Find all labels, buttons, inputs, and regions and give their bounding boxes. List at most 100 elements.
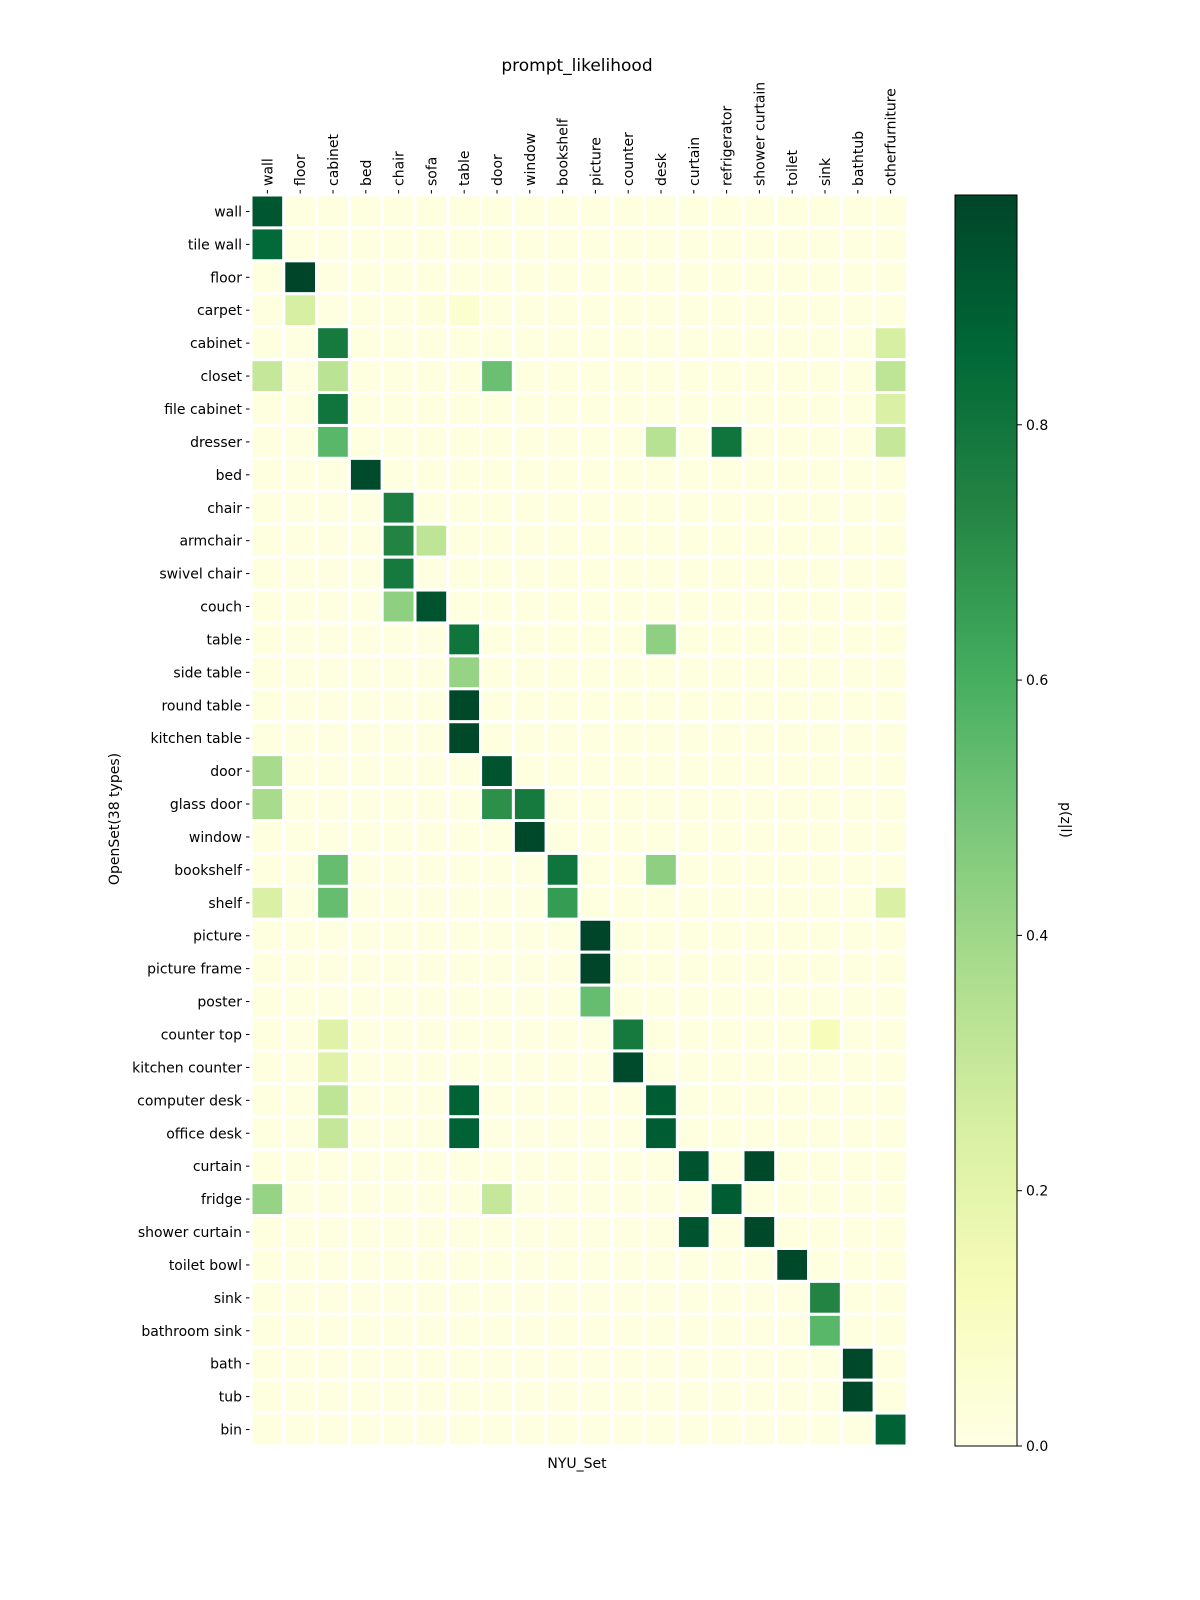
y-tick-label: chair [207,501,242,517]
heatmap-cell [315,687,351,724]
heatmap-cell [643,456,679,493]
heatmap-cell [315,423,351,460]
x-tick-labels: wall floor cabinet bed chair sofa table door win… [260,82,900,195]
heatmap-cell [511,917,548,954]
heatmap-cell [872,1411,909,1448]
heatmap-cell [708,786,745,822]
heatmap-cell [872,391,909,427]
heatmap-cell [544,226,581,263]
heatmap-cell [577,489,614,526]
y-tick-label: floor [210,270,242,286]
x-tick-label: refrigerator [720,105,736,186]
heatmap-cell [315,1246,351,1283]
y-tick-label: picture frame [147,962,242,978]
heatmap-cell [872,489,909,526]
heatmap-cell [347,687,384,724]
heatmap-cell [511,358,548,395]
heatmap-cell [446,1115,483,1152]
y-tick-label: tub [219,1390,242,1406]
heatmap-cell [511,193,548,230]
heatmap-cell [249,720,286,757]
heatmap-cell [675,1345,712,1382]
heatmap-cell [807,1345,843,1382]
heatmap-cell [249,1115,286,1152]
heatmap-cell [249,950,286,987]
heatmap-cell [479,259,515,296]
heatmap-cell [675,983,712,1020]
heatmap-cell [511,687,548,724]
heatmap-cell [380,786,417,822]
y-tick-label: fridge [201,1192,242,1208]
heatmap-cell [282,1115,319,1152]
heatmap-cell [479,621,515,658]
heatmap-cell [544,292,581,329]
heatmap-cell [380,1049,417,1086]
heatmap-cell [479,720,515,757]
heatmap-cell [249,1246,286,1283]
heatmap-cell [544,917,581,954]
heatmap-cell [380,720,417,757]
heatmap-cell [249,1148,286,1185]
heatmap-cell [610,588,647,625]
heatmap-cell [741,1181,778,1218]
heatmap-cell [544,1312,581,1349]
heatmap-cell [347,819,384,855]
heatmap-cell [446,1082,483,1119]
heatmap-cell [544,1411,581,1448]
heatmap-cell [249,753,286,790]
heatmap-cell [282,193,319,230]
heatmap-cell [708,226,745,263]
heatmap-cell [282,391,319,427]
heatmap-cell [446,193,483,230]
heatmap-cell [610,1312,647,1349]
heatmap-cell [315,917,351,954]
heatmap-cell [675,1411,712,1448]
heatmap-cell [741,687,778,724]
heatmap-cell [807,1378,843,1415]
heatmap-cell [511,983,548,1020]
heatmap-cell [446,489,483,526]
heatmap-cell [839,983,876,1020]
heatmap-cell [774,423,811,460]
heatmap-cell [282,851,319,888]
heatmap-cell [675,851,712,888]
heatmap-cell [577,391,614,427]
y-tick-label: bookshelf [174,863,243,879]
heatmap-cell [511,819,548,855]
heatmap-cell [643,1181,679,1218]
heatmap-cell [807,983,843,1020]
heatmap-cell [708,292,745,329]
heatmap-cell [577,1115,614,1152]
heatmap-cell [872,1016,909,1053]
heatmap-cell [544,819,581,855]
heatmap-cell [872,1115,909,1152]
heatmap-cell [741,358,778,395]
heatmap-cell [577,1214,614,1250]
heatmap-cell [741,423,778,460]
y-tick-label: couch [200,600,242,616]
heatmap-cell [675,786,712,822]
heatmap-cell [577,325,614,362]
heatmap-cell [774,621,811,658]
heatmap-cell [839,1181,876,1218]
heatmap-cell [675,1049,712,1086]
heatmap-cell [774,753,811,790]
heatmap-cell [479,1378,515,1415]
y-tick-label: round table [161,698,242,714]
heatmap-cell [839,358,876,395]
heatmap-cell [807,1411,843,1448]
heatmap-cell [675,1115,712,1152]
heatmap-cell [380,950,417,987]
heatmap-cell [774,720,811,757]
heatmap-cell [610,555,647,592]
y-tick-label: swivel chair [159,567,242,583]
heatmap-cell [380,1016,417,1053]
heatmap-cell [511,588,548,625]
y-tick-label: door [210,764,242,780]
heatmap-cell [380,1378,417,1415]
heatmap-cell [610,1345,647,1382]
heatmap-cell [708,654,745,691]
heatmap-cell [610,950,647,987]
heatmap-cell [872,193,909,230]
